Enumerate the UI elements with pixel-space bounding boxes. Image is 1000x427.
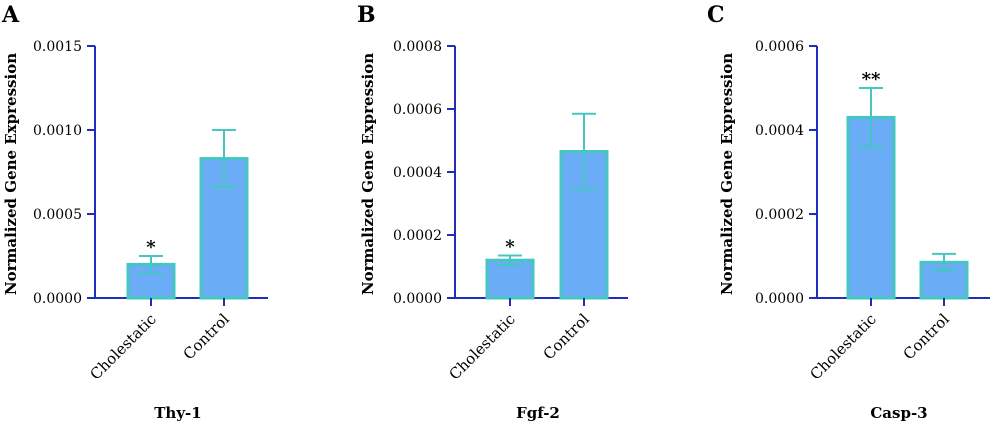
x-category-label: Cholestatic xyxy=(445,310,518,383)
chart-title: Thy-1 xyxy=(154,404,201,422)
y-tick-label: 0.0004 xyxy=(755,123,804,139)
chart-title: Casp-3 xyxy=(870,404,927,422)
y-tick-label: 0.0015 xyxy=(33,39,82,55)
y-tick-label: 0.0000 xyxy=(393,291,442,307)
y-tick-label: 0.0008 xyxy=(393,39,442,55)
x-category-label: Control xyxy=(540,310,593,363)
y-tick-label: 0.0006 xyxy=(393,102,442,118)
x-category-label: Control xyxy=(900,310,953,363)
y-tick-label: 0.0005 xyxy=(33,207,82,223)
y-axis-title: Normalized Gene Expression xyxy=(359,53,377,295)
y-tick-label: 0.0000 xyxy=(33,291,82,307)
significance-mark: ** xyxy=(862,69,881,90)
y-tick-label: 0.0010 xyxy=(33,123,82,139)
y-tick-label: 0.0002 xyxy=(393,228,442,244)
y-axis-title: Normalized Gene Expression xyxy=(718,53,736,295)
panel-letter: C xyxy=(707,2,725,28)
chart-title: Fgf-2 xyxy=(516,404,560,422)
y-tick-label: 0.0004 xyxy=(393,165,442,181)
panel-letter: B xyxy=(357,2,376,28)
x-category-label: Cholestatic xyxy=(806,310,879,383)
x-category-label: Cholestatic xyxy=(86,310,159,383)
x-category-label: Control xyxy=(180,310,233,363)
chart-panel-a: A 0.0000 0.0005 0.0010 0.0015 Normalized Gene… xyxy=(1,2,268,422)
y-tick-label: 0.0006 xyxy=(755,39,804,55)
y-tick-label: 0.0002 xyxy=(755,207,804,223)
chart-panel-c: C 0.0000 0.0002 0.0004 0.0006 Normalized Gene… xyxy=(707,2,990,422)
y-axis-title: Normalized Gene Expression xyxy=(2,53,20,295)
significance-mark: * xyxy=(146,237,156,258)
panel-letter: A xyxy=(1,2,20,28)
chart-panel-b: B 0.0000 0.0002 0.0004 0.0006 0.0008 Normalize… xyxy=(357,2,628,422)
y-tick-label: 0.0000 xyxy=(755,291,804,307)
significance-mark: * xyxy=(505,236,515,257)
